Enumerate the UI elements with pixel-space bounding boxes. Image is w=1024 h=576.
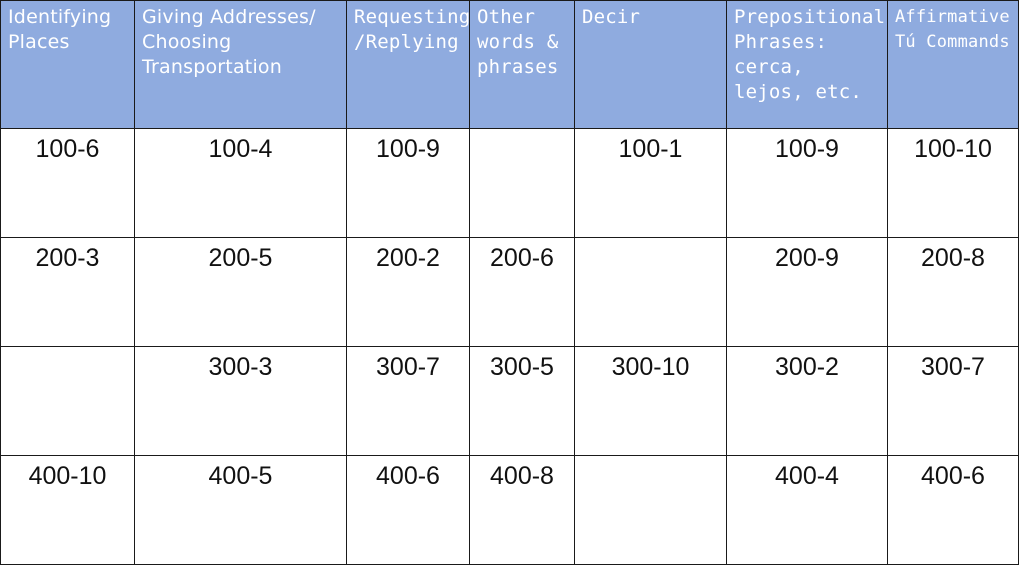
cell-value: 200-6 — [490, 244, 554, 272]
cell-value: 300-2 — [775, 353, 839, 381]
board-cell[interactable]: 100-9 — [346, 128, 470, 238]
board-cell[interactable]: 100-10 — [887, 128, 1019, 238]
board-cell[interactable]: 300-7 — [346, 346, 470, 456]
board-cell[interactable]: 400-4 — [726, 455, 888, 565]
board-cell[interactable]: 400-8 — [469, 455, 575, 565]
board-cell[interactable] — [574, 237, 727, 347]
table-row: 100-6 100-4 100-9 100-1 100-9 100-10 — [0, 128, 1019, 238]
column-header-identifying-places: Identifying Places — [0, 0, 135, 129]
cell-value: 100-10 — [914, 135, 992, 163]
board-cell[interactable]: 200-3 — [0, 237, 135, 347]
board-cell[interactable]: 400-6 — [887, 455, 1019, 565]
board-cell[interactable]: 300-5 — [469, 346, 575, 456]
game-board-table: Identifying Places Giving Addresses/ Cho… — [0, 0, 1019, 565]
table-row: 300-3 300-7 300-5 300-10 300-2 300-7 — [0, 346, 1019, 456]
board-cell[interactable]: 400-6 — [346, 455, 470, 565]
board-cell[interactable]: 200-5 — [134, 237, 347, 347]
column-header-label: Requesting /Replying — [354, 6, 471, 53]
column-header-requesting-replying: Requesting /Replying — [346, 0, 471, 129]
board-cell[interactable]: 300-2 — [726, 346, 888, 456]
cell-value: 400-4 — [775, 462, 839, 490]
board-cell[interactable]: 300-7 — [887, 346, 1019, 456]
board-cell[interactable]: 400-5 — [134, 455, 347, 565]
cell-value: 400-5 — [208, 462, 273, 490]
board-cell[interactable]: 100-6 — [0, 128, 135, 238]
column-header-label: Decir — [582, 6, 641, 28]
table-row: 200-3 200-5 200-2 200-6 200-9 200-8 — [0, 237, 1019, 347]
board-cell[interactable] — [0, 346, 135, 456]
column-header-label: Identifying Places — [8, 6, 112, 53]
cell-value: 200-2 — [376, 244, 440, 272]
board-cell[interactable]: 300-10 — [574, 346, 727, 456]
board-cell[interactable] — [574, 455, 727, 565]
cell-value: 300-3 — [208, 353, 273, 381]
cell-value: 100-9 — [376, 135, 440, 163]
cell-value: 100-4 — [208, 135, 273, 163]
column-header-decir: Decir — [574, 0, 727, 129]
board-cell[interactable] — [469, 128, 575, 238]
column-header-giving-addresses: Giving Addresses/ Choosing Transportatio… — [134, 0, 347, 129]
column-header-label: Prepositional Phrases: cerca, lejos, etc… — [734, 6, 886, 103]
board-cell[interactable]: 100-9 — [726, 128, 888, 238]
column-header-label: Other words & phrases — [477, 6, 559, 78]
board-cell[interactable]: 300-3 — [134, 346, 347, 456]
cell-value: 200-5 — [208, 244, 273, 272]
cell-value: 300-7 — [376, 353, 440, 381]
cell-value: 400-6 — [376, 462, 440, 490]
board-cell[interactable]: 200-8 — [887, 237, 1019, 347]
board-cell[interactable]: 200-9 — [726, 237, 888, 347]
column-header-prepositional-phrases: Prepositional Phrases: cerca, lejos, etc… — [726, 0, 888, 129]
cell-value: 100-6 — [35, 135, 100, 163]
cell-value: 400-8 — [490, 462, 554, 490]
column-header-other-words: Other words & phrases — [469, 0, 575, 129]
board-cell[interactable]: 200-2 — [346, 237, 470, 347]
cell-value: 200-3 — [35, 244, 100, 272]
table-row: 400-10 400-5 400-6 400-8 400-4 400-6 — [0, 455, 1019, 565]
board-cell[interactable]: 400-10 — [0, 455, 135, 565]
cell-value: 400-10 — [28, 462, 107, 490]
cell-value: 200-8 — [921, 244, 985, 272]
column-header-label: Giving Addresses/ Choosing Transportatio… — [142, 6, 316, 78]
cell-value: 300-5 — [490, 353, 554, 381]
board-cell[interactable]: 200-6 — [469, 237, 575, 347]
cell-value: 100-9 — [775, 135, 839, 163]
cell-value: 100-1 — [618, 135, 683, 163]
cell-value: 300-10 — [611, 353, 690, 381]
cell-value: 200-9 — [775, 244, 839, 272]
column-header-label: Affirmative Tú Commands — [895, 7, 1010, 52]
cell-value: 300-7 — [921, 353, 985, 381]
cell-value: 400-6 — [921, 462, 985, 490]
column-header-affirmative-commands: Affirmative Tú Commands — [887, 0, 1019, 129]
board-cell[interactable]: 100-1 — [574, 128, 727, 238]
header-row: Identifying Places Giving Addresses/ Cho… — [0, 0, 1019, 129]
board-cell[interactable]: 100-4 — [134, 128, 347, 238]
